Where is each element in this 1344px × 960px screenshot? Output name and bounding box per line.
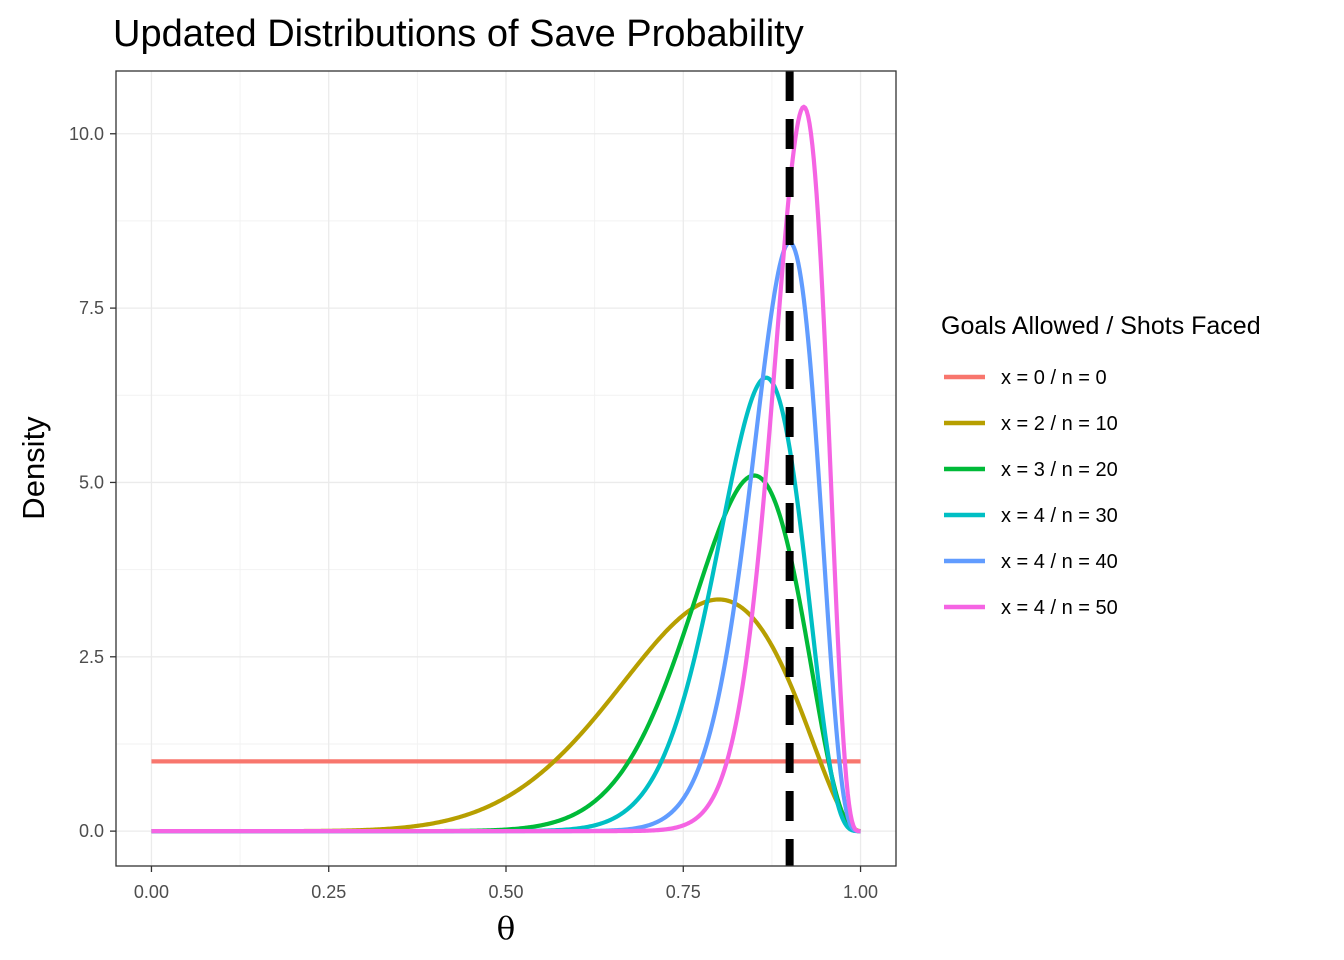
chart-title: Updated Distributions of Save Probabilit…: [113, 13, 804, 55]
y-axis-label: Density: [16, 416, 51, 520]
legend-label-6: x = 4 / n = 50: [1001, 597, 1118, 619]
legend-title: Goals Allowed / Shots Faced: [941, 312, 1261, 340]
legend-items: x = 0 / n = 0 x = 2 / n = 10 x = 3 / n = 2…: [944, 367, 1118, 619]
x-tick-label: 1.00: [843, 882, 878, 902]
legend: Goals Allowed / Shots Faced x = 0 / n = …: [941, 312, 1261, 619]
legend-label-1: x = 0 / n = 0: [1001, 367, 1107, 389]
x-tick-label: 0.50: [488, 882, 523, 902]
y-tick-label: 0.0: [79, 821, 104, 841]
x-tick-label: 0.25: [311, 882, 346, 902]
series-line-6: [150, 104, 862, 834]
y-axis-ticks: 0.0 2.5 5.0 7.5 10.0: [69, 124, 116, 841]
x-tick-label: 0.75: [666, 882, 701, 902]
legend-label-4: x = 4 / n = 30: [1001, 505, 1118, 527]
legend-label-3: x = 3 / n = 20: [1001, 459, 1118, 481]
x-axis-label: θ: [497, 911, 516, 947]
y-tick-label: 2.5: [79, 647, 104, 667]
y-tick-label: 7.5: [79, 298, 104, 318]
series-layer: [150, 104, 862, 834]
legend-label-5: x = 4 / n = 40: [1001, 551, 1118, 573]
y-tick-label: 10.0: [69, 124, 104, 144]
x-axis-ticks: 0.00 0.25 0.50 0.75 1.00: [134, 866, 878, 902]
legend-label-2: x = 2 / n = 10: [1001, 413, 1118, 435]
x-tick-label: 0.00: [134, 882, 169, 902]
grid-major: [116, 71, 896, 866]
y-tick-label: 5.0: [79, 472, 104, 492]
